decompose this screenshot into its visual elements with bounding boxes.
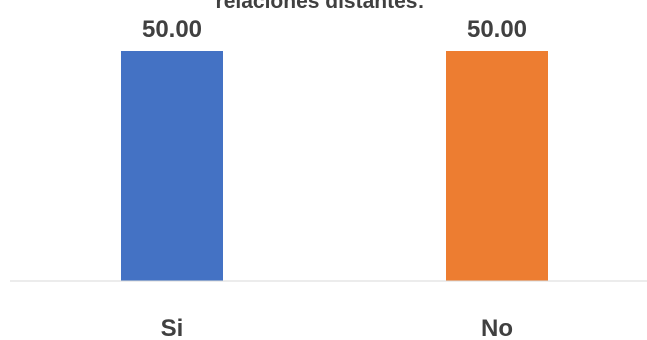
data-label-si: 50.00: [142, 16, 202, 43]
chart-title: relaciones distantes:: [216, 0, 425, 13]
bar-si: [121, 51, 223, 281]
data-label-no: 50.00: [467, 16, 527, 43]
category-label-no: No: [481, 315, 513, 340]
category-label-si: Si: [161, 315, 184, 340]
plot-area: 50.00 Si 50.00 No: [121, 16, 548, 340]
bar-no: [446, 51, 548, 281]
